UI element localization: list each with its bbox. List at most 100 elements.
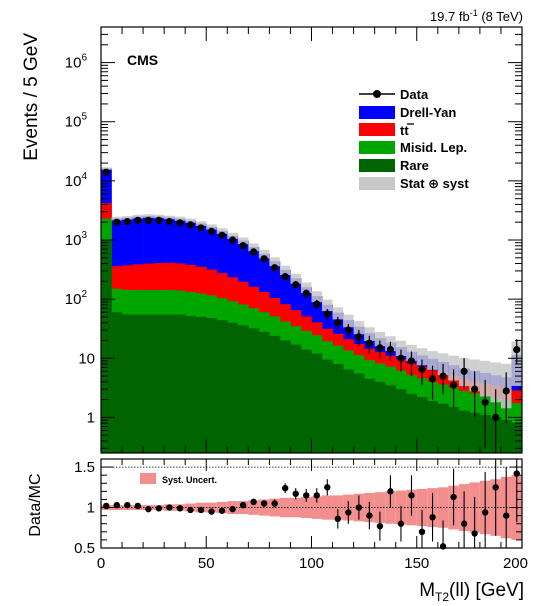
y-tick-label-6: 106 — [65, 53, 88, 72]
ratio-point-3 — [134, 502, 142, 510]
stat-syst-band-bin-0 — [101, 167, 112, 170]
stat-syst-band-bin-18 — [290, 273, 301, 284]
lumi-label: 19.7 fb-1 (8 TeV) — [430, 8, 523, 24]
rare-bin-31 — [427, 400, 439, 453]
stat-syst-band-bin-4 — [143, 214, 154, 218]
stat-syst-band-bin-26 — [374, 331, 386, 347]
legend-ttbar-label: tt — [400, 123, 409, 138]
stat-syst-band-bin-13 — [237, 237, 249, 245]
rare-bin-12 — [227, 322, 239, 453]
data-point-22 — [334, 319, 342, 327]
legend-rare-label: Rare — [400, 158, 429, 173]
rare-bin-9 — [195, 316, 207, 453]
ratio-panel: 0.5 1 1.5 0 50 100 150 200 Syst. Uncert. Data/… — [27, 458, 528, 604]
y-tick-label-3: 103 — [65, 230, 88, 249]
ratio-point-9 — [197, 506, 205, 514]
data-point-10 — [207, 227, 216, 235]
stat-syst-band-bin-11 — [216, 228, 228, 234]
ratio-point-1 — [113, 501, 120, 509]
x-tick-label-3: 150 — [404, 555, 429, 572]
ratio-point-37 — [492, 484, 499, 491]
x-axis-title: MT2(ll) [GeV] — [419, 580, 524, 601]
ratio-syst-band-bin-18 — [290, 497, 301, 518]
ratio-syst-band-bin-22 — [332, 495, 344, 520]
ratio-point-10 — [208, 508, 215, 515]
stat-syst-band-bin-12 — [227, 232, 238, 239]
legend-ttbar-swatch — [359, 123, 395, 136]
ratio-point-13 — [239, 501, 247, 509]
data-point-11 — [218, 231, 226, 239]
stat-syst-band-bin-33 — [448, 355, 459, 381]
stat-syst-band-bin-6 — [164, 215, 175, 220]
ratio-point-25 — [366, 512, 373, 519]
stat-syst-band-bin-7 — [174, 216, 186, 221]
ratio-point-34 — [460, 520, 468, 527]
data-point-19 — [302, 289, 310, 298]
data-point-24 — [355, 333, 363, 341]
rare-bin-4 — [143, 314, 154, 453]
data-point-33 — [449, 381, 458, 389]
ratio-point-21 — [324, 484, 331, 491]
rare-bin-23 — [343, 369, 354, 453]
y-tick-label-4: 104 — [65, 171, 88, 190]
data-point-21 — [323, 310, 331, 318]
y-axis-title-main: Events / 5 GeV — [21, 33, 42, 161]
ratio-syst-band-bin-14 — [248, 500, 259, 515]
ratio-syst-band-bin-26 — [374, 492, 386, 523]
data-point-12 — [228, 236, 237, 244]
ratio-point-11 — [218, 507, 226, 514]
data-point-29 — [407, 357, 416, 365]
rare-bin-25 — [364, 378, 375, 453]
legend-drell-yan-label: Drell-Yan — [400, 105, 456, 120]
legend-syst-uncert-swatch — [140, 473, 156, 484]
rare-bin-2 — [122, 314, 133, 453]
legend-entry-ttbar: tt — [359, 123, 414, 138]
data-point-23 — [344, 326, 352, 334]
stat-syst-band-bin-22 — [332, 307, 344, 320]
rare-bin-3 — [132, 314, 144, 453]
ratio-point-26 — [376, 522, 384, 530]
ratio-point-6 — [166, 504, 173, 511]
data-point-9 — [197, 224, 205, 232]
data-point-38 — [502, 387, 510, 395]
legend-stat-syst-swatch — [359, 177, 395, 190]
y-tick-label-1: 10 — [78, 350, 95, 367]
x-tick-label-4: 200 — [503, 555, 528, 572]
stat-syst-band-bin-31 — [427, 351, 438, 370]
data-point-5 — [155, 216, 163, 224]
rare-bin-35 — [469, 412, 481, 453]
data-point-25 — [365, 339, 373, 347]
x-tick-label-2: 100 — [299, 555, 324, 572]
rare-bin-22 — [332, 363, 344, 453]
stat-syst-band-bin-14 — [248, 243, 259, 252]
rare-bin-18 — [290, 344, 302, 453]
ratio-point-33 — [450, 493, 457, 501]
rare-bin-8 — [185, 315, 197, 453]
rare-bin-21 — [322, 359, 333, 453]
stat-syst-band-bin-5 — [153, 214, 165, 219]
rare-bin-39 — [511, 423, 523, 453]
rare-bin-38 — [500, 420, 512, 453]
ratio-y-tick-label-0: 0.5 — [74, 540, 95, 557]
y-tick-label-2: 102 — [65, 289, 88, 308]
ratio-syst-band-bin-10 — [206, 502, 217, 513]
x-tick-label-1: 50 — [198, 555, 215, 572]
ratio-syst-band-bin-20 — [311, 496, 323, 519]
y-tick-label-5: 105 — [65, 112, 88, 131]
rare-bin-29 — [406, 393, 418, 453]
stat-syst-band-bin-25 — [364, 327, 375, 341]
ratio-point-0 — [103, 502, 110, 510]
legend-entry-data: Data — [359, 87, 429, 102]
cms-label: CMS — [127, 52, 158, 68]
data-point-17 — [281, 273, 289, 281]
ratio-point-24 — [355, 504, 363, 511]
rare-bin-30 — [416, 397, 428, 453]
stat-syst-band-bin-10 — [206, 224, 217, 230]
data-point-32 — [439, 372, 447, 380]
legend-misid-swatch — [359, 141, 395, 154]
data-point-30 — [418, 365, 426, 373]
stat-syst-band-bin-9 — [195, 221, 207, 226]
stat-syst-band-bin-21 — [322, 299, 333, 312]
rare-bin-15 — [258, 331, 270, 453]
